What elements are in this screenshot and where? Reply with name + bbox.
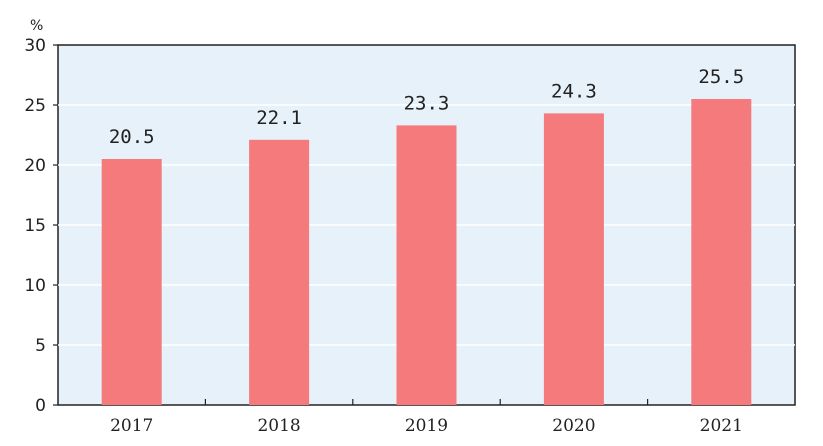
y-axis-tick-label: 10 (24, 276, 46, 296)
y-axis-tick-label: 5 (35, 336, 46, 356)
data-label-2021: 25.5 (698, 66, 744, 88)
data-label-2019: 23.3 (404, 92, 450, 114)
x-axis-tick-label: 2017 (110, 416, 153, 436)
labels: 0 5 10 15 20 25 30 20.5 2017 22.1 2018 23.3 2019 24.3… (24, 36, 744, 436)
y-axis-tick-label: 25 (24, 96, 46, 116)
y-axis-tick-label: 15 (24, 216, 46, 236)
x-axis-tick-label: 2021 (700, 416, 743, 436)
x-axis-tick-label: 2019 (405, 416, 448, 436)
bars (101, 99, 752, 406)
y-axis-tick-label: 20 (24, 156, 46, 176)
data-label-2020: 24.3 (551, 80, 597, 102)
bar-2021 (691, 99, 752, 405)
bar-2020 (543, 113, 604, 406)
bar-2019 (396, 125, 457, 406)
data-label-2017: 20.5 (109, 126, 155, 148)
axes (53, 44, 649, 406)
bar-2018 (249, 139, 310, 406)
x-axis-tick-label: 2020 (552, 416, 595, 436)
y-axis-tick-label: 30 (24, 36, 46, 56)
y-axis-unit-label: % (30, 18, 43, 34)
bar-2017 (101, 159, 162, 405)
y-axis-tick-label: 0 (35, 396, 46, 416)
data-label-2018: 22.1 (256, 107, 302, 129)
x-axis-tick-label: 2018 (257, 416, 300, 436)
